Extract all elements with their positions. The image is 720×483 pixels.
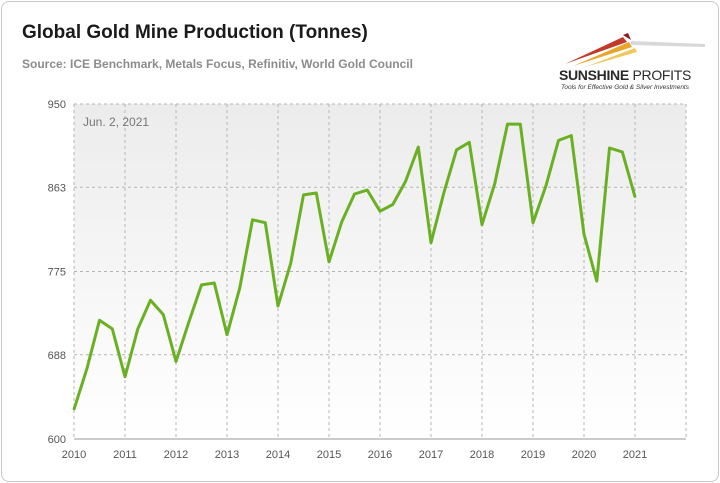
sunshine-profits-logo: SUNSHINE PROFITS Tools for Effective Gol…	[545, 28, 715, 98]
data-point	[531, 221, 535, 224]
x-tick-label: 2019	[521, 449, 545, 461]
logo-name-light: PROFITS	[628, 67, 692, 83]
grid-lines	[73, 103, 687, 439]
data-point	[174, 360, 178, 363]
x-tick-label: 2013	[215, 449, 239, 461]
data-point	[570, 134, 573, 137]
data-point	[200, 283, 203, 287]
data-point	[417, 145, 420, 149]
data-point	[251, 218, 254, 221]
data-point	[493, 182, 496, 185]
data-point	[455, 148, 458, 152]
y-tick-label: 688	[48, 350, 66, 362]
data-point	[582, 233, 586, 236]
data-point	[315, 191, 318, 195]
data-point	[289, 261, 292, 265]
y-tick-label: 600	[48, 434, 66, 446]
x-tick-label: 2012	[164, 449, 188, 461]
logo-swoosh-icon	[565, 33, 705, 67]
logo-tagline: Tools for Effective Gold & Silver Invest…	[560, 84, 689, 91]
data-point	[608, 146, 611, 150]
data-point	[378, 210, 382, 213]
data-point	[404, 180, 407, 183]
data-point	[595, 279, 598, 283]
y-tick-label: 775	[48, 267, 66, 279]
x-tick-label: 2017	[419, 449, 443, 461]
data-point	[213, 281, 216, 285]
y-axis-ticks: 600 688 775 863 950	[48, 99, 66, 446]
data-point	[621, 150, 624, 154]
data-point	[480, 223, 484, 226]
data-point	[225, 333, 229, 336]
data-point	[557, 139, 560, 142]
x-tick-label: 2020	[572, 449, 596, 461]
data-point	[506, 122, 509, 126]
y-tick-label: 950	[48, 99, 66, 111]
data-point	[353, 192, 356, 196]
chart-subtitle: Source: ICE Benchmark, Metals Focus, Ref…	[22, 57, 413, 71]
data-points	[72, 122, 637, 411]
data-point	[238, 286, 241, 289]
x-tick-label: 2021	[623, 449, 647, 461]
data-point	[391, 203, 394, 206]
data-point	[136, 327, 139, 331]
x-tick-label: 2016	[368, 449, 392, 461]
x-tick-label: 2011	[113, 449, 137, 461]
data-point	[85, 367, 89, 371]
data-point	[187, 321, 190, 324]
data-point	[162, 313, 165, 316]
date-annotation: Jun. 2, 2021	[83, 115, 149, 129]
data-point	[327, 260, 331, 264]
logo-name: SUNSHINE PROFITS	[545, 67, 705, 83]
data-point	[149, 299, 152, 302]
data-point	[442, 191, 445, 195]
data-point	[468, 141, 471, 144]
data-point	[429, 241, 433, 244]
x-tick-label: 2015	[317, 449, 341, 461]
data-point	[98, 319, 101, 322]
data-point	[519, 122, 522, 126]
data-point	[366, 188, 369, 192]
data-point	[544, 185, 547, 188]
y-tick-label: 863	[48, 182, 66, 194]
data-point	[72, 408, 76, 411]
x-axis-ticks: 2010 2011 2012 2013 2014 2015 2016 2017 2018 2019…	[62, 449, 647, 461]
data-point	[302, 193, 305, 197]
data-point	[633, 195, 637, 198]
data-point	[340, 220, 343, 223]
data-point	[123, 375, 127, 378]
data-point	[264, 221, 267, 224]
chart-title: Global Gold Mine Production (Tonnes)	[22, 22, 368, 43]
logo-name-bold: SUNSHINE	[558, 67, 629, 83]
data-point	[111, 327, 114, 331]
data-point	[276, 304, 280, 308]
x-tick-label: 2018	[470, 449, 494, 461]
x-tick-label: 2014	[266, 449, 290, 461]
x-tick-label: 2010	[62, 449, 86, 461]
